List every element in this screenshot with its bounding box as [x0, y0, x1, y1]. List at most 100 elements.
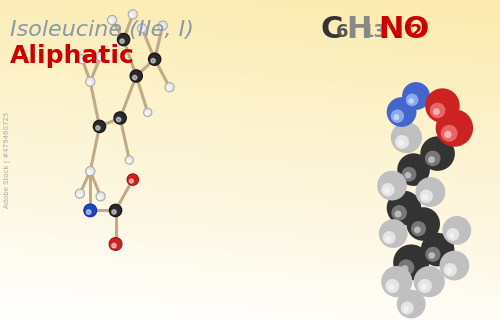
Circle shape — [440, 125, 458, 142]
Circle shape — [160, 25, 163, 28]
Circle shape — [80, 59, 82, 62]
Circle shape — [395, 135, 409, 149]
Circle shape — [88, 81, 90, 84]
Circle shape — [392, 205, 407, 220]
Circle shape — [406, 94, 418, 106]
Circle shape — [400, 301, 413, 315]
Circle shape — [125, 156, 134, 164]
Circle shape — [446, 268, 452, 274]
Circle shape — [110, 204, 122, 217]
Circle shape — [408, 98, 414, 104]
Circle shape — [426, 247, 440, 262]
Circle shape — [86, 77, 95, 86]
Circle shape — [391, 122, 422, 153]
Circle shape — [78, 55, 87, 64]
Text: 13: 13 — [362, 23, 387, 41]
Circle shape — [402, 82, 430, 110]
Circle shape — [420, 284, 427, 290]
Circle shape — [402, 265, 408, 272]
Circle shape — [386, 191, 422, 225]
Circle shape — [132, 76, 137, 80]
Circle shape — [406, 207, 440, 241]
Circle shape — [120, 39, 124, 43]
Circle shape — [397, 290, 426, 318]
Circle shape — [422, 194, 428, 200]
Circle shape — [381, 183, 394, 196]
Circle shape — [440, 251, 470, 280]
Circle shape — [158, 21, 168, 30]
Circle shape — [112, 210, 116, 214]
Text: Isoleucine (Ile, I): Isoleucine (Ile, I) — [10, 20, 194, 40]
Circle shape — [138, 24, 146, 33]
Circle shape — [418, 279, 432, 293]
Circle shape — [411, 221, 426, 236]
Circle shape — [414, 266, 445, 297]
Circle shape — [398, 259, 414, 276]
Circle shape — [394, 211, 402, 218]
Circle shape — [96, 126, 100, 130]
Circle shape — [127, 160, 130, 163]
Circle shape — [96, 192, 105, 201]
Circle shape — [93, 120, 106, 132]
Circle shape — [382, 231, 396, 244]
Text: 2: 2 — [410, 23, 422, 41]
Circle shape — [112, 243, 116, 248]
Circle shape — [118, 33, 130, 46]
Circle shape — [148, 53, 161, 65]
Circle shape — [165, 83, 174, 92]
Circle shape — [394, 114, 400, 120]
Circle shape — [444, 263, 457, 276]
Circle shape — [110, 20, 112, 23]
Circle shape — [386, 236, 391, 242]
Circle shape — [130, 14, 134, 17]
Text: C: C — [320, 15, 342, 44]
Circle shape — [421, 233, 454, 266]
Circle shape — [76, 189, 84, 198]
Circle shape — [386, 279, 400, 293]
Circle shape — [398, 153, 430, 186]
Circle shape — [88, 171, 90, 174]
Circle shape — [402, 167, 416, 181]
Circle shape — [433, 108, 440, 115]
Circle shape — [130, 179, 134, 183]
Circle shape — [384, 188, 390, 194]
Circle shape — [388, 284, 394, 290]
Circle shape — [130, 70, 142, 82]
Circle shape — [425, 151, 440, 166]
Circle shape — [446, 228, 459, 241]
Text: Adobe Stock | #479460725: Adobe Stock | #479460725 — [4, 112, 12, 208]
Circle shape — [109, 237, 122, 251]
Circle shape — [116, 117, 121, 122]
Circle shape — [398, 140, 404, 146]
Circle shape — [381, 266, 412, 297]
Circle shape — [146, 112, 148, 115]
Circle shape — [98, 196, 101, 199]
Circle shape — [430, 103, 446, 118]
Circle shape — [139, 28, 142, 31]
Text: Aliphatic: Aliphatic — [10, 44, 135, 68]
Circle shape — [425, 88, 460, 123]
Circle shape — [127, 174, 138, 185]
Circle shape — [98, 56, 101, 59]
Circle shape — [449, 233, 454, 238]
Circle shape — [86, 167, 95, 176]
Circle shape — [420, 136, 455, 171]
Circle shape — [393, 244, 429, 280]
Circle shape — [114, 112, 126, 124]
Circle shape — [420, 189, 433, 203]
Circle shape — [386, 97, 416, 127]
Circle shape — [416, 177, 446, 207]
Circle shape — [128, 10, 138, 19]
Circle shape — [86, 210, 91, 214]
Circle shape — [414, 227, 420, 233]
Circle shape — [77, 193, 80, 196]
Circle shape — [404, 172, 411, 179]
Circle shape — [436, 109, 473, 147]
Circle shape — [377, 171, 407, 200]
Circle shape — [379, 219, 408, 248]
Text: H: H — [346, 15, 372, 44]
Circle shape — [444, 131, 452, 138]
Circle shape — [108, 15, 116, 25]
Circle shape — [167, 87, 170, 90]
Circle shape — [442, 216, 471, 245]
